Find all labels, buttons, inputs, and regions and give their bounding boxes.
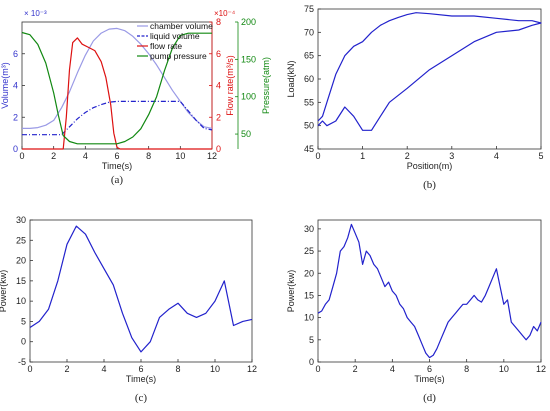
panel-b-y-tick-label: 45 [304, 144, 314, 154]
panel-a-pressure-y-tick-label: 100 [241, 92, 256, 102]
panel-a-pressure-y-tick-label: 200 [241, 17, 256, 27]
panel-a-flow-y-tick-label: 8 [216, 17, 221, 27]
panel-a-x-tick-label: 4 [83, 151, 88, 161]
panel-c-x-axis-label: Time(s) [126, 374, 156, 384]
panel-d-y-tick-label: 20 [304, 268, 314, 278]
panel-a-flow-y-tick-label: 6 [216, 49, 221, 59]
panel-b-x-tick-label: 2 [405, 151, 410, 161]
panel-c-y-tick-label: 20 [16, 256, 26, 266]
panel-a-plot-frame [21, 21, 213, 150]
panel-b-y-tick-label: 65 [304, 51, 314, 61]
panel-a-pressure-axis-label: Pressure(atm) [261, 57, 271, 114]
panel-c-x-tick-label: 0 [27, 364, 32, 374]
panel-a-legend-entry: chamber volume [150, 21, 213, 31]
panel-a-flow-exponent: ×10⁻⁴ [214, 9, 236, 18]
panel-a-x-tick-label: 6 [114, 151, 119, 161]
panel-a-pressure-y-tick-label: 150 [241, 54, 256, 64]
panel-a-volume-y-tick-label: 2 [13, 112, 18, 122]
panel-a-flow-axis-label: Flow rate(m³/s) [225, 55, 235, 116]
panel-c-y-tick-label: 5 [21, 316, 26, 326]
panel-c-x-tick-label: 10 [210, 364, 220, 374]
panel-b-x-tick-label: 5 [538, 151, 543, 161]
panel-a-legend-entry: pump pressure [150, 51, 207, 61]
panel-c: 0 2 4 6 8 10 12Time(s)(c)-5051015202530Power(k… [0, 215, 257, 404]
panel-a-x-tick-label: 2 [51, 151, 56, 161]
panel-c-x-tick-label: 2 [64, 364, 69, 374]
panel-a-panel-label: (a) [111, 174, 124, 186]
panel-c-x-tick-label: 8 [175, 364, 180, 374]
panel-d-y-tick-label: 25 [304, 246, 314, 256]
panel-d-plot-frame [317, 219, 542, 363]
panel-a-series-liquid-volume [22, 100, 213, 136]
panel-c-x-tick-label: 6 [138, 364, 143, 374]
panel-d-x-tick-label: 6 [427, 364, 432, 374]
panel-d-x-tick-label: 0 [315, 364, 320, 374]
panel-a-x-tick-label: 10 [175, 151, 185, 161]
panel-c-y-tick-label: 30 [16, 215, 26, 225]
panel-c-y-axis-label: Power(kw) [0, 270, 8, 313]
panel-d-y-tick-label: 0 [309, 357, 314, 367]
panel-a-flow-y-tick-label: 0 [216, 144, 221, 154]
panel-b: 0 1 2 3 4 5Position(m)(b)45505560657075Load(k… [286, 4, 544, 191]
panel-a-x-tick-label: 0 [19, 151, 24, 161]
panel-d: 0 2 4 6 8 10 12 Time(s) (d) 0 5 10 15 20 25 30 Power(kw) [286, 219, 546, 404]
panel-a-pressure-y-tick-label: 50 [241, 129, 251, 139]
panel-d-y-tick-label: 30 [304, 224, 314, 234]
panel-a-volume-exponent: × 10⁻³ [24, 9, 47, 18]
panel-d-y-tick-label: 5 [309, 335, 314, 345]
panel-a-x-tick-label: 12 [207, 151, 217, 161]
panel-a-flow-y-tick-label: 2 [216, 112, 221, 122]
panel-d-x-tick-label: 10 [499, 364, 509, 374]
panel-a-volume-y-tick-label: 6 [13, 49, 18, 59]
panel-c-x-tick-label: 4 [101, 364, 106, 374]
panel-b-x-tick-label: 0 [315, 151, 320, 161]
panel-d-series-line [317, 223, 542, 359]
panel-d-panel-label: (d) [423, 392, 436, 404]
panel-a-volume-y-tick-label: 4 [13, 81, 18, 91]
panel-b-y-axis-label: Load(kN) [286, 60, 296, 97]
panel-a-flow-y-tick-label: 4 [216, 81, 221, 91]
panel-b-y-tick-label: 70 [304, 27, 314, 37]
panel-b-series-line [317, 12, 542, 131]
panel-c-y-tick-label: 15 [16, 276, 26, 286]
panel-b-x-tick-label: 4 [494, 151, 499, 161]
panel-a-x-tick-label: 8 [146, 151, 151, 161]
panel-b-panel-label: (b) [423, 179, 436, 191]
panel-b-y-tick-label: 55 [304, 97, 314, 107]
panel-c-y-tick-label: 25 [16, 235, 26, 245]
panel-d-y-tick-label: 15 [304, 290, 314, 300]
panel-d-x-tick-label: 4 [390, 364, 395, 374]
panel-d-y-axis-label: Power(kw) [286, 270, 296, 313]
panel-a-series-flow-rate [22, 37, 212, 150]
panel-b-x-tick-label: 3 [449, 151, 454, 161]
panel-c-y-tick-label: 10 [16, 296, 26, 306]
panel-a-volume-y-tick-label: 0 [13, 144, 18, 154]
panel-a-series-chamber-volume [22, 27, 213, 129]
panel-c-y-tick-label: 0 [21, 337, 26, 347]
panel-c-y-tick-label: -5 [18, 357, 26, 367]
panel-b-y-tick-label: 50 [304, 121, 314, 131]
panel-b-y-tick-label: 60 [304, 74, 314, 84]
panel-d-x-axis-label: Time(s) [414, 374, 444, 384]
panel-b-y-tick-label: 75 [304, 4, 314, 14]
panel-b-x-axis-label: Position(m) [407, 161, 453, 171]
panel-c-x-tick-label: 12 [247, 364, 257, 374]
panel-a-legend-entry: liquid volume [150, 31, 200, 41]
panel-d-x-tick-label: 2 [353, 364, 358, 374]
panel-d-y-tick-label: 10 [304, 313, 314, 323]
panel-c-panel-label: (c) [135, 392, 148, 404]
panel-b-x-tick-label: 1 [360, 151, 365, 161]
panel-a-legend-entry: flow rate [150, 41, 182, 51]
panel-d-x-tick-label: 8 [464, 364, 469, 374]
panel-d-x-tick-label: 12 [536, 364, 546, 374]
panel-c-plot-frame [29, 219, 253, 363]
panel-c-series-line [29, 225, 253, 353]
panel-a-x-axis-label: Time(s) [102, 161, 132, 171]
panel-b-plot-frame [317, 8, 542, 150]
panel-a-series-pump-pressure [21, 31, 212, 145]
panel-a-volume-y-axis-label: Volume(m³) [0, 62, 10, 109]
